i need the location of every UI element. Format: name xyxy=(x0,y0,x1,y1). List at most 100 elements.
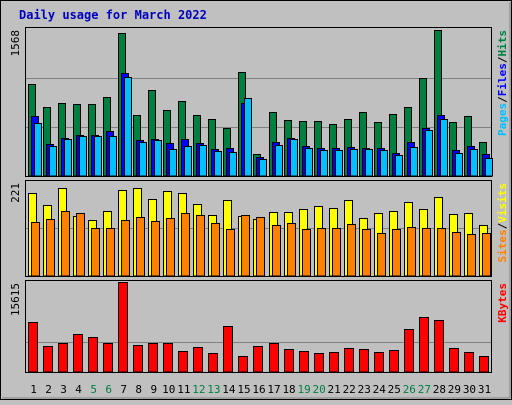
bar-pages-day-5 xyxy=(94,136,102,177)
bar-kbytes-day-9 xyxy=(148,343,158,373)
x-tick-label-day-16: 16 xyxy=(252,383,265,396)
ylabel-part-files: Files xyxy=(496,63,509,96)
panel-2-ylabel: Sites/Visits xyxy=(496,183,509,263)
bar-sites-day-16 xyxy=(256,217,265,277)
bar-sites-day-11 xyxy=(181,213,190,277)
x-tick-label-day-27: 27 xyxy=(418,383,431,396)
ylabel-separator: / xyxy=(496,96,509,103)
bar-kbytes-day-11 xyxy=(178,351,188,373)
bar-pages-day-13 xyxy=(214,151,222,177)
x-tick-label-day-10: 10 xyxy=(162,383,175,396)
bar-sites-day-10 xyxy=(166,218,175,277)
bar-kbytes-day-17 xyxy=(269,343,279,373)
x-tick-label-day-25: 25 xyxy=(388,383,401,396)
bar-pages-day-11 xyxy=(184,146,192,177)
x-tick-label-day-14: 14 xyxy=(222,383,236,396)
bar-sites-day-5 xyxy=(91,228,100,277)
ylabel-part-sites: Sites xyxy=(496,229,509,262)
x-tick-label-day-19: 19 xyxy=(297,383,310,396)
bar-sites-day-27 xyxy=(422,228,431,277)
panel-2-ymax-label: 221 xyxy=(9,183,22,203)
bar-sites-day-6 xyxy=(106,228,115,277)
x-tick-label-day-6: 6 xyxy=(105,383,112,396)
bar-kbytes-day-31 xyxy=(479,356,489,373)
bar-pages-day-8 xyxy=(139,142,147,177)
bar-kbytes-day-20 xyxy=(314,353,324,373)
bar-sites-day-26 xyxy=(407,227,416,277)
x-tick-label-day-12: 12 xyxy=(192,383,205,396)
bar-pages-day-21 xyxy=(335,150,343,177)
bar-kbytes-day-1 xyxy=(28,322,38,373)
bar-sites-day-9 xyxy=(151,221,160,277)
bar-pages-day-12 xyxy=(199,145,207,177)
bar-sites-day-13 xyxy=(211,223,220,277)
bar-sites-day-4 xyxy=(76,213,85,277)
x-tick-label-day-20: 20 xyxy=(313,383,326,396)
bar-pages-day-15 xyxy=(244,98,252,177)
bar-sites-day-29 xyxy=(452,232,461,277)
ylabel-part-visits: Visits xyxy=(496,183,509,223)
bar-pages-day-6 xyxy=(109,136,117,177)
x-tick-label-day-7: 7 xyxy=(120,383,127,396)
bar-pages-day-10 xyxy=(169,149,177,177)
bar-kbytes-day-15 xyxy=(238,356,248,373)
bar-sites-day-17 xyxy=(272,225,281,277)
ylabel-part-kbytes: KBytes xyxy=(496,283,509,323)
bar-sites-day-21 xyxy=(332,228,341,277)
bar-pages-day-19 xyxy=(305,148,313,177)
bar-sites-day-23 xyxy=(362,229,371,277)
bar-sites-day-30 xyxy=(467,234,476,277)
x-tick-label-day-24: 24 xyxy=(373,383,387,396)
x-tick-label-day-3: 3 xyxy=(60,383,67,396)
bar-pages-day-20 xyxy=(320,150,328,177)
bar-pages-day-22 xyxy=(350,149,358,177)
bar-sites-day-19 xyxy=(302,229,311,277)
panel-3-ylabel: KBytes xyxy=(496,283,509,323)
bar-kbytes-day-30 xyxy=(464,352,474,373)
bar-kbytes-day-6 xyxy=(103,343,113,373)
bar-pages-day-4 xyxy=(79,136,87,177)
bar-kbytes-day-7 xyxy=(118,282,128,373)
bar-sites-day-12 xyxy=(196,215,205,277)
x-tick-label-day-23: 23 xyxy=(358,383,371,396)
bar-kbytes-day-23 xyxy=(359,349,369,373)
bar-pages-day-9 xyxy=(154,140,162,177)
x-tick-label-day-15: 15 xyxy=(237,383,250,396)
bar-kbytes-day-4 xyxy=(73,334,83,373)
bar-kbytes-day-27 xyxy=(419,317,429,373)
bar-sites-day-31 xyxy=(482,233,491,277)
x-tick-label-day-21: 21 xyxy=(328,383,341,396)
x-tick-label-day-9: 9 xyxy=(150,383,157,396)
bar-kbytes-day-25 xyxy=(389,350,399,373)
x-tick-label-day-11: 11 xyxy=(177,383,190,396)
bar-pages-day-2 xyxy=(49,146,57,177)
bar-kbytes-day-5 xyxy=(88,337,98,373)
bar-pages-day-30 xyxy=(470,149,478,177)
ylabel-part-hits: Hits xyxy=(496,30,509,57)
x-tick-label-day-26: 26 xyxy=(403,383,416,396)
x-tick-label-day-28: 28 xyxy=(433,383,446,396)
panel-1-ymax-label: 1568 xyxy=(9,30,22,57)
ylabel-part-pages: Pages xyxy=(496,103,509,136)
x-tick-label-day-18: 18 xyxy=(282,383,295,396)
bar-sites-day-3 xyxy=(61,211,70,277)
bar-sites-day-28 xyxy=(437,228,446,277)
bar-pages-day-26 xyxy=(410,147,418,177)
bar-pages-day-18 xyxy=(290,139,298,177)
chart-title: Daily usage for March 2022 xyxy=(19,8,207,22)
x-tick-label-day-8: 8 xyxy=(135,383,142,396)
panel-3-ymax-label: 15615 xyxy=(9,283,22,316)
x-tick-label-day-29: 29 xyxy=(448,383,461,396)
x-tick-label-day-1: 1 xyxy=(30,383,37,396)
bar-pages-day-28 xyxy=(440,119,448,177)
x-tick-label-day-4: 4 xyxy=(75,383,82,396)
bar-pages-day-17 xyxy=(275,145,283,177)
bar-sites-day-20 xyxy=(317,228,326,277)
x-tick-label-day-2: 2 xyxy=(45,383,52,396)
bar-kbytes-day-8 xyxy=(133,345,143,373)
bar-pages-day-31 xyxy=(485,158,493,177)
bar-pages-day-24 xyxy=(380,150,388,177)
bar-kbytes-day-29 xyxy=(449,348,459,373)
